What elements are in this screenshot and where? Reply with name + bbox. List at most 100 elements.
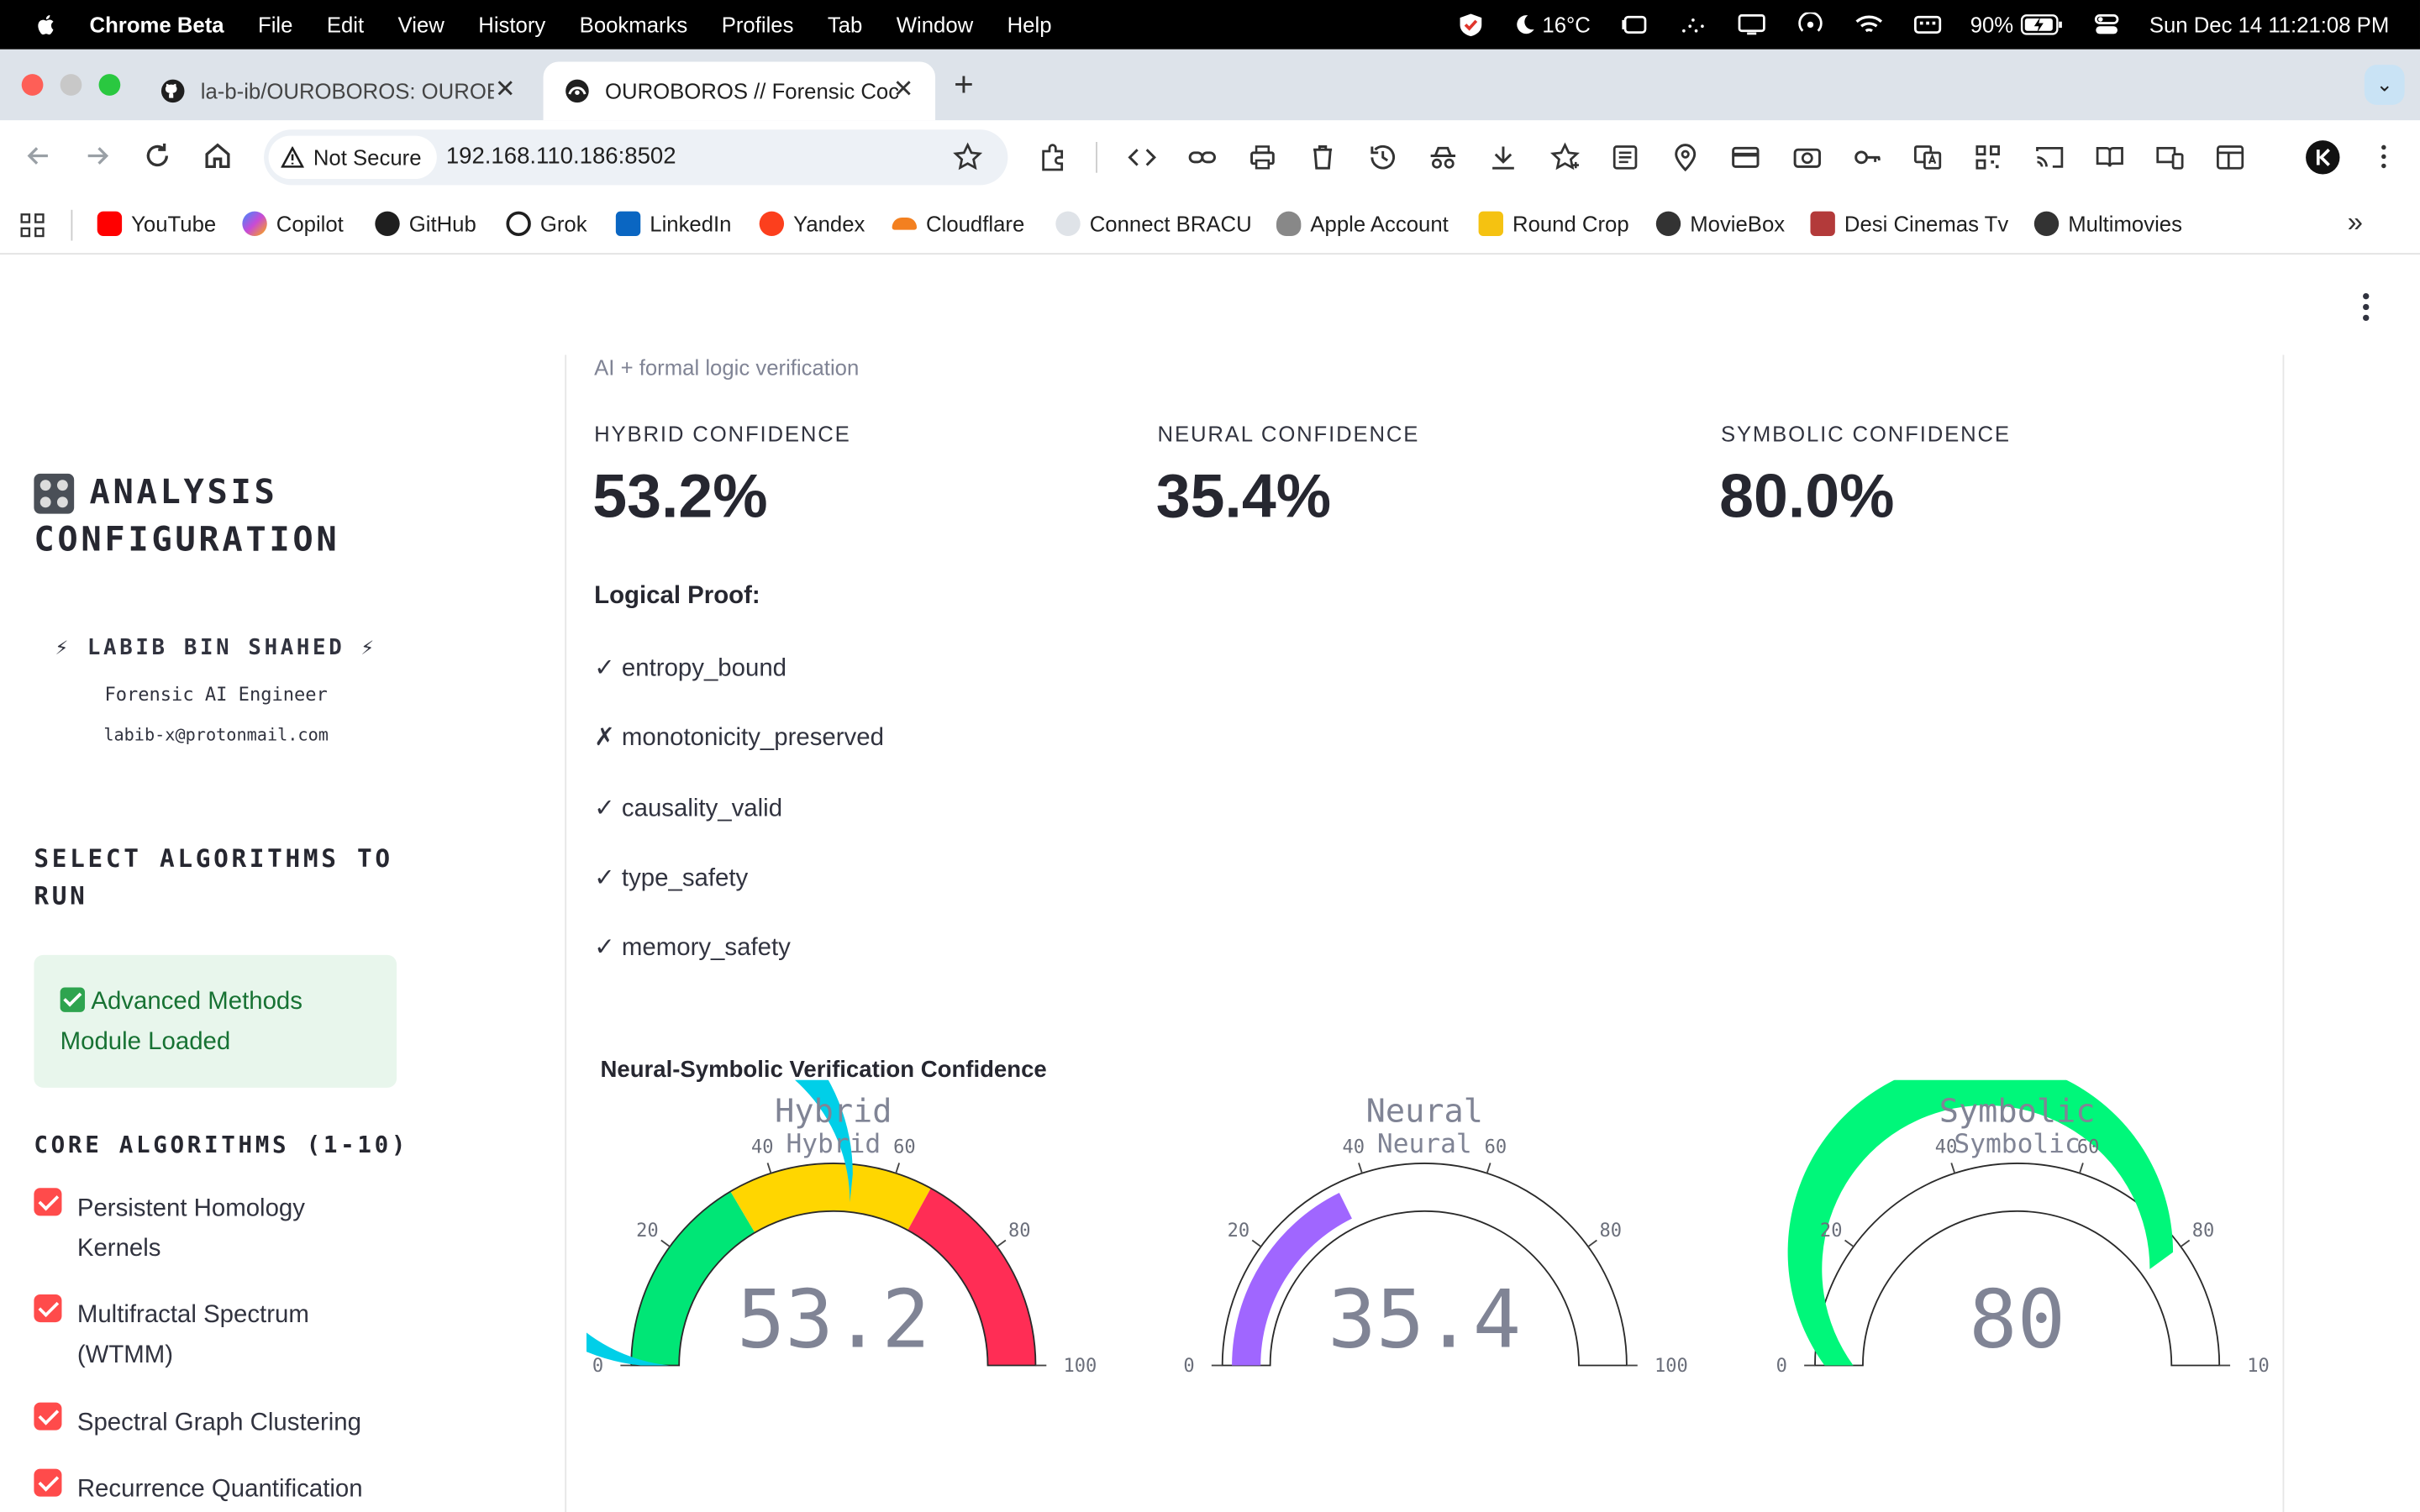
shield-status-icon[interactable] [1456,13,1487,37]
apple-logo-icon[interactable] [34,13,58,37]
bookmark-youtube[interactable]: YouTube [97,211,216,237]
menu-tab[interactable]: Tab [827,12,863,38]
extensions-icon[interactable] [1037,142,1068,173]
history-icon[interactable] [1367,142,1398,173]
checkbox-checked[interactable] [34,1468,62,1497]
browser-menu-icon[interactable] [2374,144,2392,171]
dots-grid-icon[interactable] [1677,13,1708,37]
bookmark-github[interactable]: GitHub [375,211,476,237]
screenshot-camera-icon[interactable] [1791,142,1823,173]
cast-icon[interactable] [2034,142,2065,173]
bookmark-star-icon[interactable] [952,142,983,173]
bookmark-cloudflare[interactable]: Cloudflare [892,212,1024,236]
tab-search-button[interactable]: ⌄ [2364,65,2405,105]
gauge-tick [660,1239,671,1247]
apps-grid-icon[interactable] [20,213,45,238]
menu-bookmarks[interactable]: Bookmarks [579,12,688,38]
reading-mode-icon[interactable] [2094,142,2125,173]
bookmark-moviebox[interactable]: MovieBox [1655,211,1785,237]
checkbox-checked[interactable] [34,1294,62,1323]
algorithm-checkbox-row[interactable]: Recurrence Quantification [34,1468,435,1510]
menu-file[interactable]: File [257,12,293,38]
success-message: Advanced Methods Module Loaded [60,989,302,1056]
app-menu-icon[interactable] [2357,292,2375,322]
weather-widget[interactable]: 16°C [1514,13,1591,37]
tab-github[interactable]: la-b-ib/OUROBOROS: OUROB ✕ [139,61,537,120]
home-icon[interactable] [201,139,234,172]
checkbox-checked[interactable] [34,1402,62,1431]
reading-list-icon[interactable] [1610,142,1641,173]
globe-icon [2033,211,2060,237]
battery-widget[interactable]: 90% [1970,13,2063,37]
gauge-subtitle: Hybrid [786,1129,881,1159]
bookmark-copilot[interactable]: Copilot [242,211,344,237]
container-border-right [2282,354,2285,1512]
tab-close-icon[interactable]: ✕ [892,76,914,104]
payment-card-icon[interactable] [1730,142,1761,173]
weather-temp: 16°C [1542,12,1591,38]
maximize-window-button[interactable] [98,74,121,96]
apple-icon [1276,211,1302,237]
gauge-outline [1814,1163,2221,1367]
code-icon[interactable] [1127,142,1158,173]
password-key-icon[interactable] [1852,142,1883,173]
trash-icon[interactable] [1307,142,1339,173]
gauge-title: Hybrid [775,1092,892,1130]
algorithm-checkbox-row[interactable]: Multifractal Spectrum (WTMM) [34,1294,358,1377]
menu-history[interactable]: History [478,12,546,38]
menu-help[interactable]: Help [1007,12,1052,38]
section-caption: AI + formal logic verification [594,354,860,380]
not-secure-chip[interactable]: Not Secure [268,135,437,180]
translate-icon[interactable] [1912,142,1944,173]
wifi-icon[interactable] [1853,13,1884,37]
url-text[interactable]: 192.168.110.186:8502 [445,143,676,171]
profile-avatar[interactable] [2306,140,2340,175]
algorithm-checkbox-row[interactable]: Persistent Homology Kernels [34,1188,358,1270]
gauge-tick-label: 100 [1655,1356,1688,1377]
tab-close-icon[interactable]: ✕ [494,76,516,104]
bookmark-desi-cinemas[interactable]: Desi Cinemas Tv [1810,211,2008,237]
incognito-icon[interactable] [1428,142,1459,173]
close-window-button[interactable] [21,74,44,96]
link-icon[interactable] [1186,142,1218,173]
algorithm-checkbox-row[interactable]: Spectral Graph Clustering [34,1402,435,1444]
side-panel-icon[interactable] [2215,142,2246,173]
reload-icon[interactable] [140,139,174,172]
print-icon[interactable] [1247,142,1278,173]
airdrop-icon[interactable] [1794,12,1825,37]
menu-edit[interactable]: Edit [326,12,365,38]
more-bookmarks-chevron-icon[interactable]: » [2347,207,2364,238]
bookmark-apple-account[interactable]: Apple Account [1276,211,1449,237]
minimize-window-button[interactable] [60,74,82,96]
forward-arrow-icon[interactable] [81,139,114,172]
bookmark-connect-bracu[interactable]: Connect BRACU [1055,211,1252,237]
bookmark-round-crop[interactable]: Round Crop [1478,211,1629,237]
menu-app-name[interactable]: Chrome Beta [89,12,224,38]
checkbox-checked[interactable] [34,1188,62,1216]
stage-manager-icon[interactable] [1618,13,1649,37]
select-algorithms-heading: SELECT ALGORITHMS TO RUN [34,843,393,911]
download-icon[interactable] [1488,142,1519,173]
bookmark-linkedin[interactable]: LinkedIn [615,211,731,237]
chart-title: Neural-Symbolic Verification Confidence [600,1057,1047,1084]
control-center-icon[interactable] [2091,13,2122,37]
menu-view[interactable]: View [397,12,445,38]
qr-code-icon[interactable] [1972,142,2003,173]
location-pin-icon[interactable] [1670,142,1701,173]
display-icon[interactable] [1736,13,1767,37]
favorites-icon[interactable] [1549,142,1581,173]
back-arrow-icon[interactable] [22,139,55,172]
menu-window[interactable]: Window [896,12,974,38]
tab-ouroboros[interactable]: OUROBOROS // Forensic Cock ✕ [543,61,936,121]
menubar-clock[interactable]: Sun Dec 14 11:21:08 PM [2149,12,2390,38]
new-tab-button[interactable]: + [954,65,974,104]
menu-profiles[interactable]: Profiles [721,12,794,38]
keyboard-input-icon[interactable] [1912,13,1943,37]
bookmark-grok[interactable]: Grok [506,211,587,237]
gauge-tick [1358,1163,1363,1173]
devices-icon[interactable] [2154,142,2186,173]
gauge-outline [630,1163,1037,1367]
bookmark-multimovies[interactable]: Multimovies [2033,211,2182,237]
bookmark-yandex[interactable]: Yandex [759,211,865,237]
